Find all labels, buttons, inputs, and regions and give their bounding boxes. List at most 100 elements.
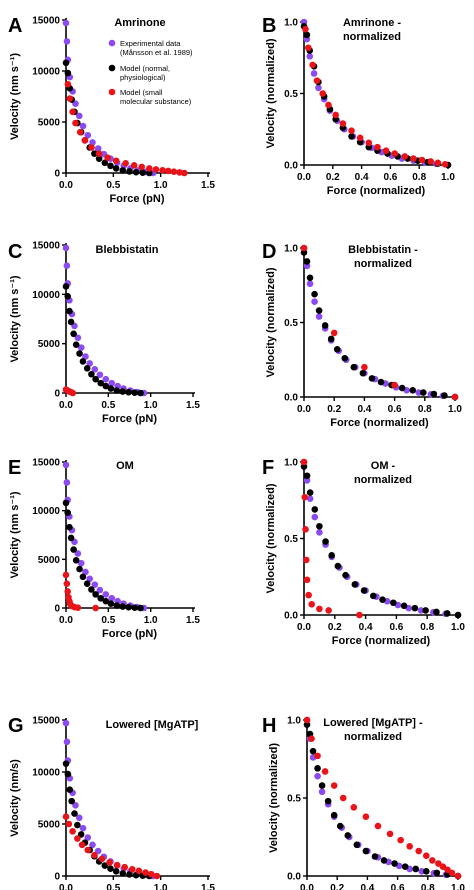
data-point [62,59,70,67]
panel-title: normalized [343,31,401,43]
data-point [365,139,373,147]
data-point [112,157,120,165]
panel-title: Lowered [MgATP] - [323,717,423,729]
y-tick-label: 0.5 [284,318,298,329]
data-point [146,165,153,172]
data-point [91,150,98,157]
data-point [344,832,352,839]
data-point [301,493,309,501]
data-point [377,378,385,386]
data-point [95,155,103,163]
panel-letter: F [262,457,274,479]
y-tick-label: 0 [54,169,60,180]
y-tick-label: 0.5 [287,794,301,805]
data-point [137,389,144,397]
y-tick-label: 15000 [32,458,60,469]
data-point [86,360,94,367]
y-axis-label: Velocity (normalized) [268,743,280,853]
data-point [104,154,111,161]
x-tick-label: 0.0 [297,404,311,415]
series-model-normal [303,721,462,880]
panel-title: OM [116,460,134,472]
data-point [330,782,338,789]
data-point [83,580,91,587]
y-tick-label: 10000 [32,290,60,301]
data-point [318,788,326,796]
panel-letter: D [262,241,276,263]
data-point [112,165,120,172]
data-point [97,594,105,602]
x-tick-label: 0.5 [106,883,120,890]
data-point [74,835,81,842]
data-point [311,506,319,513]
data-point [77,559,85,567]
data-point [430,390,438,398]
data-point [62,813,70,821]
panel-e: E OM 0.0 0.5 1.0 1.5 0 5000 10000 15000 Force (pN)… [8,457,200,640]
data-point [62,719,70,727]
data-point [92,375,99,383]
data-point [374,822,382,830]
y-tick-label: 0 [54,389,60,400]
x-tick-label: 1.0 [448,404,462,415]
data-point [66,523,73,531]
data-point [336,822,344,830]
series-experimental [62,244,148,397]
data-point [316,522,323,530]
y-axis-label: Velocity (nm s⁻¹) [9,275,21,362]
data-point [83,365,91,372]
legend-marker [108,64,116,72]
x-tick-label: 0.5 [106,180,120,191]
x-tick-label: 0.8 [420,622,434,633]
data-point [77,344,85,351]
x-tick-label: 1.0 [144,615,158,626]
data-point [147,870,155,878]
panel-title: Amrinone - [343,17,401,29]
data-point [305,44,312,52]
data-point [62,283,70,290]
data-point [159,166,166,174]
data-point [334,562,342,570]
data-point [70,330,77,338]
x-tick-label: 0.8 [412,172,426,183]
y-tick-label: 5000 [38,555,61,566]
data-point [62,571,70,579]
y-axis-label: Velocity (normalized) [265,267,277,377]
x-tick-label: 0.6 [383,172,397,183]
data-point [81,137,89,144]
series-experimental [62,461,148,612]
data-point [433,608,440,616]
data-point [82,568,89,576]
data-point [454,611,462,619]
data-point [350,363,358,371]
data-point [72,341,80,348]
y-tick-label: 0.5 [284,89,298,100]
data-point [69,108,76,116]
data-point [379,596,386,603]
data-point [418,156,426,164]
y-tick-label: 0 [54,604,60,615]
data-point [64,293,71,300]
data-point [63,738,71,746]
data-point [74,334,82,342]
x-tick-label: 1.0 [451,883,465,890]
data-point [415,847,423,855]
x-tick-label: 1.0 [441,172,455,183]
data-point [310,70,318,77]
data-point [315,313,323,320]
data-point [302,526,309,533]
data-point [454,872,462,880]
data-point [88,586,95,593]
data-point [303,472,311,480]
legend: Experimental data(Månsson et al. 1989) Mo… [108,39,193,106]
data-point [76,128,84,136]
y-tick-label: 0.5 [284,534,298,545]
data-point [374,143,381,151]
panel-a: A Amrinone 0.0 0.5 1.0 1.5 0 5000 10000 15000 Forc… [8,15,215,205]
panel-title: normalized [344,731,402,743]
data-point [406,843,413,850]
data-point [356,611,363,619]
y-tick-label: 1.0 [284,458,298,469]
x-tick-label: 1.5 [186,400,200,411]
data-point [321,768,329,775]
